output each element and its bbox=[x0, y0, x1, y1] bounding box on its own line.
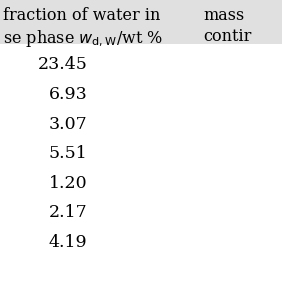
Text: mass: mass bbox=[203, 7, 244, 24]
Text: 5.51: 5.51 bbox=[49, 145, 87, 162]
Text: 2.17: 2.17 bbox=[49, 204, 87, 221]
Text: se phase $w_{\mathrm{d,W}}$/wt %: se phase $w_{\mathrm{d,W}}$/wt % bbox=[3, 28, 163, 49]
Text: 3.07: 3.07 bbox=[49, 116, 87, 133]
Text: fraction of water in: fraction of water in bbox=[3, 7, 160, 24]
Text: 4.19: 4.19 bbox=[49, 234, 87, 251]
Text: contir: contir bbox=[203, 28, 252, 45]
Text: 1.20: 1.20 bbox=[49, 175, 87, 192]
Text: 23.45: 23.45 bbox=[38, 56, 87, 73]
Bar bbox=[0, 0, 282, 44]
Text: 6.93: 6.93 bbox=[49, 86, 87, 103]
